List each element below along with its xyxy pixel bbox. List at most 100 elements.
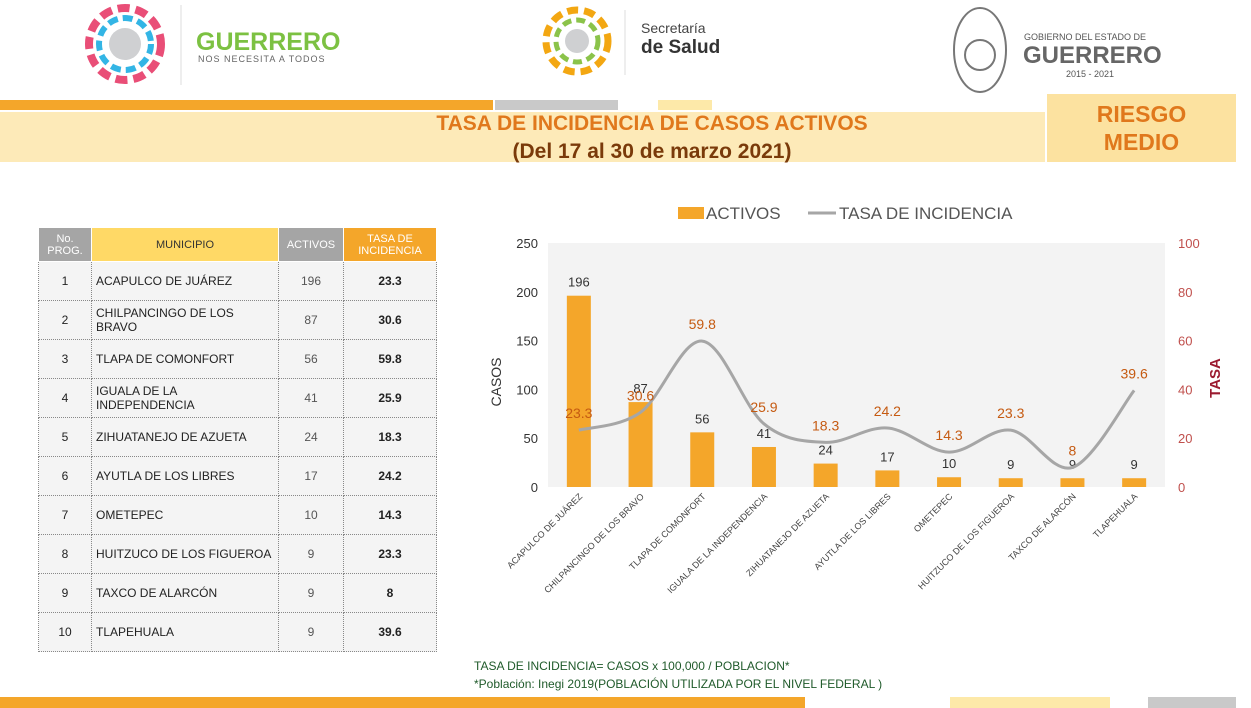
bar (1122, 478, 1147, 487)
y2-axis-title: TASA (1207, 358, 1224, 398)
y2-tick-label: 40 (1178, 382, 1192, 397)
column-header: TASA DE INCIDENCIA (343, 227, 437, 262)
table-cell: 1 (38, 261, 92, 301)
band (0, 100, 493, 110)
legend-swatch (678, 207, 704, 219)
bar (813, 463, 838, 487)
table-cell: 6 (38, 456, 92, 496)
band (495, 100, 618, 110)
table-cell: TAXCO DE ALARCÓN (91, 573, 279, 613)
table-cell: 8 (343, 573, 437, 613)
bar-value-label: 87 (633, 381, 647, 396)
table-cell: OMETEPEC (91, 495, 279, 535)
salud: de Salud (641, 37, 721, 58)
table-row: 7 OMETEPEC 10 14.3 (38, 495, 437, 535)
estado: GUERRERO (1023, 42, 1162, 69)
table-cell: AYUTLA DE LOS LIBRES (91, 456, 279, 496)
bar-value-label: 17 (880, 449, 894, 464)
table-cell: TLAPA DE COMONFORT (91, 339, 279, 379)
line (578, 339, 1136, 470)
table-cell: ZIHUATANEJO DE AZUETA (91, 417, 279, 457)
x-tick-label: TLAPEHUALA (1091, 491, 1139, 539)
bar-value-label: 10 (942, 456, 956, 471)
table-row: 9 TAXCO DE ALARCÓN 9 8 (38, 573, 437, 613)
y-tick-label: 150 (516, 334, 538, 349)
table-row: 1 ACAPULCO DE JUÁREZ 196 23.3 (38, 261, 437, 301)
title: TASA DE INCIDENCIA DE CASOS ACTIVOS (436, 112, 868, 135)
table-cell: 23.3 (343, 261, 437, 301)
table-row: 5 ZIHUATANEJO DE AZUETA 24 18.3 (38, 417, 437, 457)
table-cell: 196 (278, 261, 344, 301)
tagline: NOS NECESITA A TODOS (198, 54, 326, 64)
table-cell: 10 (278, 495, 344, 535)
table-cell: 9 (278, 573, 344, 613)
bar-value-label: 9 (1007, 457, 1014, 472)
bar-value-label: 9 (1131, 457, 1138, 472)
band (0, 697, 805, 708)
risk-level: RIESGO MEDIO (1047, 94, 1236, 162)
table-cell: 10 (38, 612, 92, 652)
y2-tick-label: 60 (1178, 334, 1192, 349)
bar-value-label: 24 (818, 443, 832, 458)
table-row: 2 CHILPANCINGO DE LOS BRAVO 87 30.6 (38, 300, 437, 340)
secretaria: Secretaría (641, 20, 706, 36)
legend-label: ACTIVOS (706, 204, 781, 223)
line-value-label: 24.2 (874, 403, 901, 419)
table-cell: 5 (38, 417, 92, 457)
table-cell: 41 (278, 378, 344, 418)
bar-value-label: 41 (757, 426, 771, 441)
y2-tick-label: 0 (1178, 480, 1185, 495)
x-tick-label: TAXCO DE ALARCÓN (1007, 491, 1078, 562)
footnote: TASA DE INCIDENCIA= CASOS x 100,000 / PO… (474, 659, 790, 673)
bar (937, 477, 962, 487)
table-cell: 9 (278, 612, 344, 652)
legend-label: TASA DE INCIDENCIA (839, 204, 1013, 223)
table-cell: 24 (278, 417, 344, 457)
table-cell: 7 (38, 495, 92, 535)
bar (628, 402, 653, 487)
table-cell: 9 (278, 534, 344, 574)
x-tick-label: CHILPANCINGO DE LOS BRAVO (542, 491, 646, 595)
table-cell: 8 (38, 534, 92, 574)
table-row: 6 AYUTLA DE LOS LIBRES 17 24.2 (38, 456, 437, 496)
table-cell: 24.2 (343, 456, 437, 496)
x-tick-label: IGUALA DE LA INDEPENDENCIA (665, 491, 769, 595)
table-cell: 59.8 (343, 339, 437, 379)
line-value-label: 8 (1069, 442, 1077, 458)
line-value-label: 59.8 (689, 316, 716, 332)
y2-tick-label: 100 (1178, 236, 1200, 251)
bar (690, 432, 715, 487)
subtitle: (Del 17 al 30 de marzo 2021) (512, 140, 792, 163)
y-tick-label: 250 (516, 236, 538, 251)
band (658, 100, 712, 110)
y-tick-label: 0 (531, 480, 538, 495)
periodo: 2015 - 2021 (1066, 69, 1115, 79)
table-cell: CHILPANCINGO DE LOS BRAVO (91, 300, 279, 340)
table-cell: 18.3 (343, 417, 437, 457)
bar-value-label: 56 (695, 411, 709, 426)
header-logos (85, 4, 1007, 93)
table-cell: 87 (278, 300, 344, 340)
table-cell: 17 (278, 456, 344, 496)
table-cell: 23.3 (343, 534, 437, 574)
y-tick-label: 100 (516, 382, 538, 397)
bar (566, 295, 591, 487)
table-cell: 2 (38, 300, 92, 340)
bar (1060, 478, 1085, 487)
line-value-label: 30.6 (627, 387, 654, 403)
line-value-label: 18.3 (812, 417, 839, 433)
bar-value-label: 196 (568, 275, 590, 290)
line-value-label: 25.9 (750, 399, 777, 415)
column-header: MUNICIPIO (91, 227, 279, 262)
line-value-label: 23.3 (565, 405, 592, 421)
line-value-label: 39.6 (1121, 365, 1148, 381)
table-cell: 30.6 (343, 300, 437, 340)
line-value-label: 23.3 (997, 405, 1024, 421)
bar (751, 446, 776, 487)
table-cell: IGUALA DE LA INDEPENDENCIA (91, 378, 279, 418)
table-cell: ACAPULCO DE JUÁREZ (91, 261, 279, 301)
table-header: No. PROG. MUNICIPIO ACTIVOS TASA DE INCIDEN… (38, 227, 437, 262)
table-body: 1 ACAPULCO DE JUÁREZ 196 23.3 2 CHILPANCINGO … (38, 261, 437, 652)
table-row: 3 TLAPA DE COMONFORT 56 59.8 (38, 339, 437, 379)
